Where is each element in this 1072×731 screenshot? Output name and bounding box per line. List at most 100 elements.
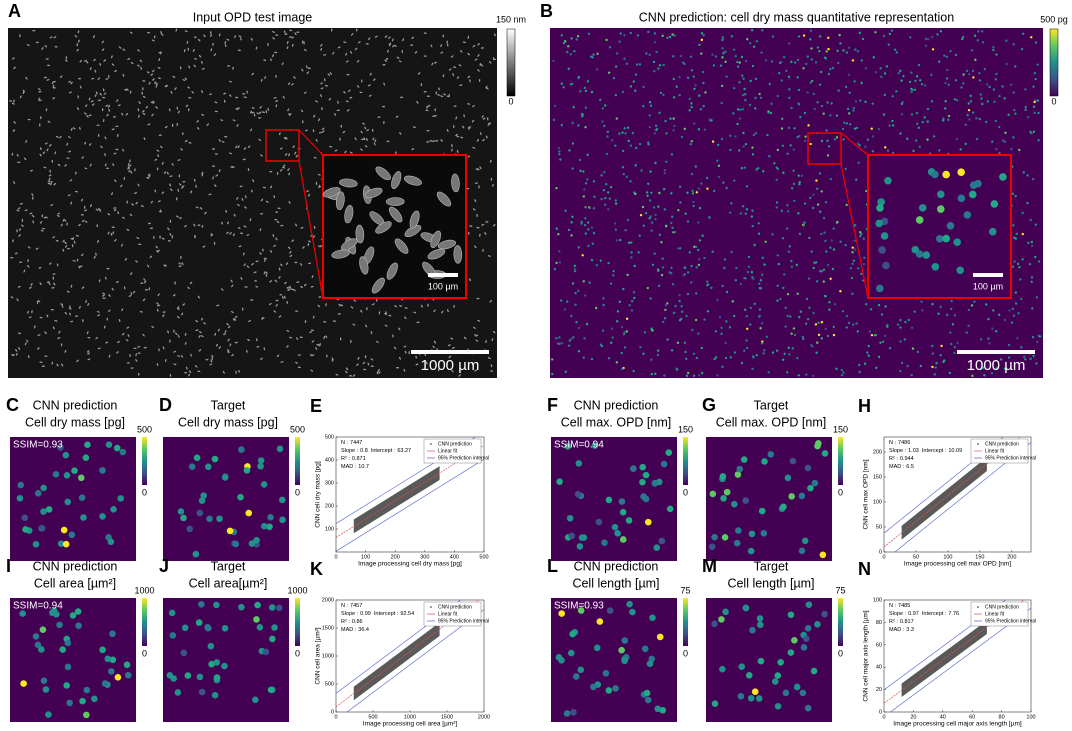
- cell: [425, 361, 428, 365]
- cell: [790, 187, 794, 190]
- cell: [557, 146, 561, 150]
- cell: [796, 135, 799, 139]
- cell: [99, 513, 106, 520]
- cell: [403, 368, 406, 372]
- cell: [1034, 223, 1038, 226]
- cell: [577, 289, 580, 293]
- cell: [587, 228, 590, 231]
- cell: [754, 132, 758, 135]
- colorbar-min: 0: [508, 96, 513, 106]
- cell: [88, 114, 92, 117]
- cell: [721, 56, 724, 59]
- cell: [246, 265, 250, 268]
- cell: [992, 309, 995, 312]
- stat-label: Slope :: [341, 448, 359, 454]
- cell: [108, 294, 111, 297]
- cell: [550, 358, 554, 361]
- cell: [423, 55, 427, 57]
- cell: [1007, 356, 1011, 359]
- cell: [75, 171, 77, 175]
- cell: [812, 374, 815, 377]
- cell: [816, 341, 819, 344]
- cell: [198, 331, 202, 334]
- cell: [460, 50, 463, 53]
- cell: [827, 72, 831, 76]
- cell: [346, 109, 350, 112]
- cell: [692, 200, 695, 204]
- cell: [947, 118, 950, 121]
- cell: [644, 696, 652, 704]
- y-tick-label: 1500: [322, 625, 334, 631]
- cell: [178, 262, 182, 265]
- cell: [307, 243, 310, 247]
- cell: [279, 516, 286, 524]
- cell: [602, 303, 605, 307]
- cell: [1035, 296, 1039, 299]
- cell: [920, 82, 924, 86]
- cell: [555, 186, 558, 190]
- cell: [665, 449, 673, 456]
- colorbar-min: 0: [838, 487, 843, 497]
- cell: [670, 349, 674, 352]
- cell: [24, 157, 27, 161]
- cell: [188, 65, 191, 69]
- cell: [364, 355, 367, 359]
- cell: [484, 232, 487, 236]
- cell: [575, 38, 578, 41]
- cell: [568, 532, 576, 540]
- cell: [182, 181, 186, 183]
- cell: [845, 203, 848, 207]
- cell: [818, 172, 822, 175]
- cell: [231, 353, 234, 357]
- cell: [642, 104, 645, 108]
- cell: [638, 63, 642, 66]
- cell: [234, 315, 238, 318]
- cell: [728, 134, 732, 138]
- cell: [243, 263, 246, 267]
- cell: [469, 278, 471, 282]
- cell: [171, 162, 174, 166]
- cell: [432, 345, 435, 349]
- cell: [56, 621, 63, 629]
- cell: [787, 649, 795, 656]
- cell: [926, 138, 929, 141]
- cell: [612, 685, 619, 692]
- cell: [431, 62, 434, 66]
- cell: [276, 171, 279, 175]
- cell: [849, 267, 853, 270]
- cell: [876, 204, 884, 212]
- cell: [174, 87, 177, 91]
- stats-line: N :7485: [889, 603, 912, 609]
- colorbar-min: 0: [295, 648, 300, 658]
- cell: [53, 610, 60, 618]
- prediction-interval: [336, 600, 462, 694]
- cell: [142, 87, 144, 91]
- cell: [712, 64, 716, 67]
- cell: [221, 140, 225, 143]
- x-axis-label: Image processing cell area [µm²]: [363, 721, 458, 728]
- cell: [296, 281, 300, 283]
- cell: [913, 88, 917, 92]
- cell: [97, 347, 101, 350]
- cell: [339, 178, 358, 188]
- cell: [700, 371, 704, 375]
- cell: [289, 250, 292, 254]
- cell: [717, 175, 721, 179]
- cell: [243, 96, 247, 98]
- cell: [1014, 237, 1017, 240]
- cell: [392, 334, 394, 338]
- cell: [474, 199, 477, 203]
- cell: [65, 245, 68, 248]
- cell: [744, 98, 747, 102]
- cell: [616, 310, 620, 313]
- cell: [621, 149, 625, 153]
- cell: [66, 699, 73, 707]
- cell: [474, 334, 477, 337]
- cell: [110, 505, 117, 513]
- cell: [195, 206, 199, 209]
- cell: [174, 689, 182, 696]
- cell: [701, 234, 704, 237]
- cell: [962, 82, 965, 85]
- cell: [590, 683, 597, 691]
- cell: [651, 480, 659, 487]
